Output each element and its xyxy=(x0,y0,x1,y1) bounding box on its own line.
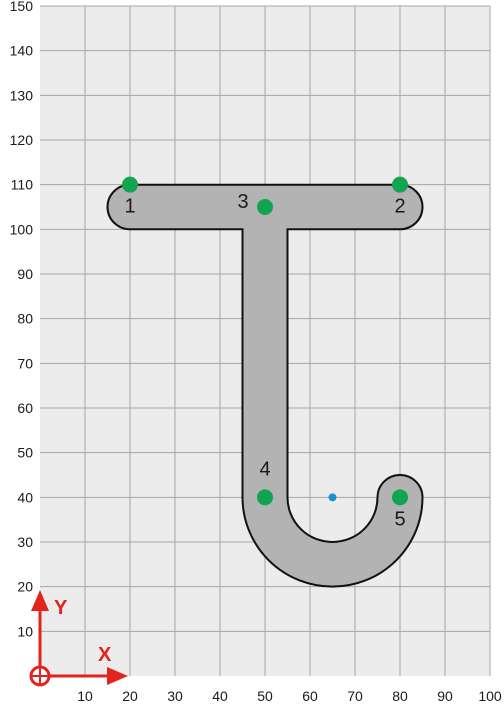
y-tick-label: 30 xyxy=(17,534,33,550)
point-label-4: 4 xyxy=(259,458,270,480)
y-tick-label: 110 xyxy=(11,177,34,193)
y-tick-label: 120 xyxy=(10,132,34,148)
y-tick-labels: 10 20 30 40 50 60 70 80 90 100 110 120 130 140 150 xyxy=(10,0,34,639)
y-tick-label: 80 xyxy=(17,311,33,327)
y-tick-label: 40 xyxy=(17,489,33,505)
x-tick-label: 20 xyxy=(122,688,138,704)
numbered-points: 1 2 3 4 5 xyxy=(122,176,408,530)
y-tick-label: 150 xyxy=(10,0,34,14)
arc-center-marker xyxy=(328,493,337,502)
t-shaped-slot xyxy=(106,183,424,588)
x-tick-label: 100 xyxy=(478,688,502,704)
y-tick-label: 140 xyxy=(10,43,34,59)
y-tick-label: 90 xyxy=(17,266,33,282)
x-tick-label: 70 xyxy=(347,688,363,704)
point-label-5: 5 xyxy=(394,508,405,530)
x-tick-label: 80 xyxy=(392,688,408,704)
point-label-3: 3 xyxy=(237,191,248,213)
y-tick-label: 60 xyxy=(17,400,33,416)
point-label-2: 2 xyxy=(394,196,405,218)
x-tick-label: 40 xyxy=(212,688,228,704)
axis-triad: Y X xyxy=(29,590,128,687)
x-tick-label: 10 xyxy=(77,688,93,704)
y-tick-label: 10 xyxy=(17,623,33,639)
y-tick-label: 20 xyxy=(17,579,33,595)
x-axis-label: X xyxy=(98,644,112,666)
point-label-1: 1 xyxy=(124,196,135,218)
y-axis-label: Y xyxy=(54,597,68,619)
x-tick-label: 90 xyxy=(437,688,453,704)
y-tick-label: 100 xyxy=(10,221,34,237)
point-marker-3 xyxy=(257,199,273,215)
y-tick-label: 70 xyxy=(17,355,33,371)
point-marker-5 xyxy=(392,489,408,506)
x-tick-label: 60 xyxy=(302,688,318,704)
y-axis-arrowhead xyxy=(31,590,49,611)
x-axis-arrowhead xyxy=(107,667,128,685)
point-marker-2 xyxy=(392,176,408,193)
x-tick-label: 50 xyxy=(257,688,273,704)
point-marker-1 xyxy=(122,176,138,193)
y-tick-label: 130 xyxy=(10,87,34,103)
x-tick-labels: 10 20 30 40 50 60 70 80 90 100 xyxy=(77,688,502,704)
y-tick-label: 50 xyxy=(17,445,33,461)
point-marker-4 xyxy=(257,489,273,506)
x-tick-label: 30 xyxy=(167,688,183,704)
